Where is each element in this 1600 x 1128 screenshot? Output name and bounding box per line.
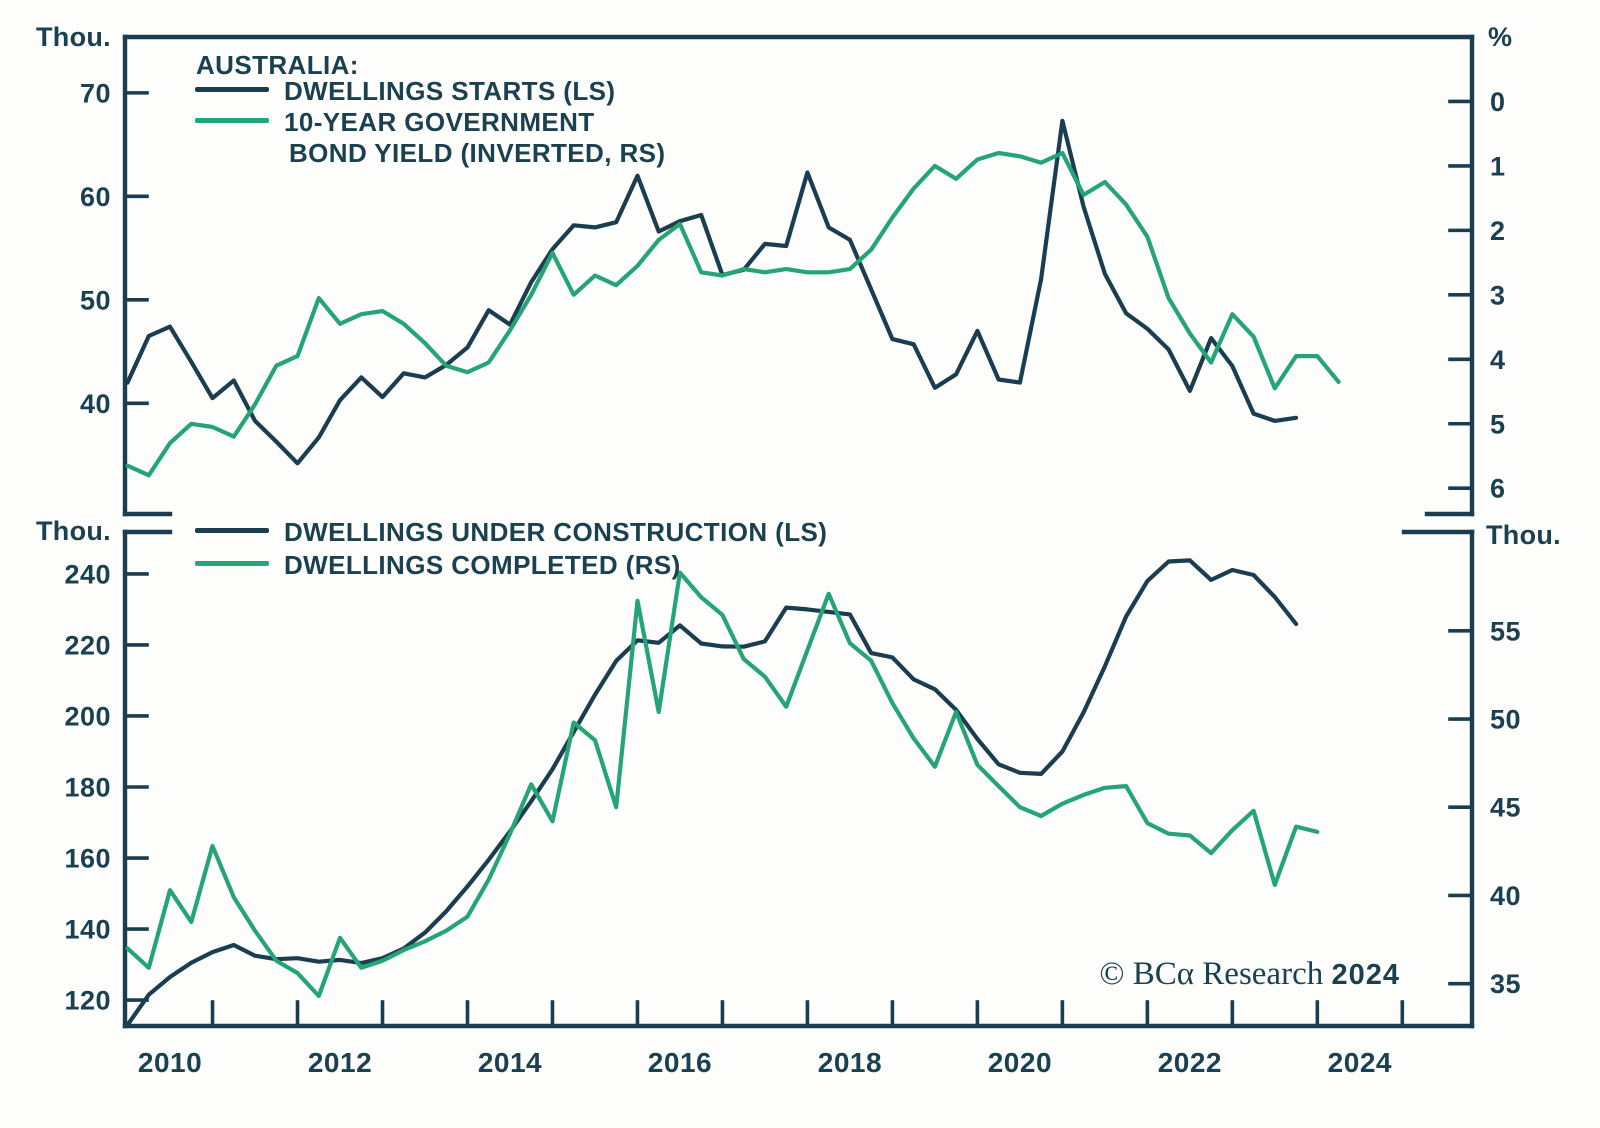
legend-label-dwelling-starts: DWELLINGS STARTS (LS) [284,76,616,106]
legend-item-under-construction: DWELLINGS UNDER CONSTRUCTION (LS) [195,517,827,548]
legend-item-completed: DWELLINGS COMPLETED (RS) [195,550,681,581]
y-tick-label-right: 35 [1490,969,1521,999]
y-tick-label-left: 220 [64,630,111,660]
copyright: © BCα Research 2024 [1099,956,1400,993]
top-right-axis-unit: % [1488,22,1513,52]
y-tick-label-left: 120 [64,986,111,1016]
y-tick-label-right: 3 [1490,280,1506,310]
y-tick-label-right: 45 [1490,793,1521,823]
y-tick-label-left: 180 [64,772,111,802]
series-line-green [125,570,1320,999]
y-tick-label-left: 240 [64,559,111,589]
legend-label-under-construction: DWELLINGS UNDER CONSTRUCTION (LS) [284,517,828,547]
x-tick-label: 2010 [138,1047,202,1078]
y-tick-label-left: 70 [80,78,111,108]
y-tick-label-right: 4 [1490,345,1506,375]
legend-top-title: AUSTRALIA: [196,50,359,80]
legend-label-completed: DWELLINGS COMPLETED (RS) [284,550,681,580]
dwelling-starts-swatch [195,87,269,92]
x-tick-label: 2020 [988,1047,1052,1078]
legend-label-bond-yield-line1: 10-YEAR GOVERNMENT [284,107,595,137]
top-left-axis-unit: Thou. [36,22,111,52]
y-tick-label-left: 160 [64,844,111,874]
under-construction-swatch [195,528,269,533]
completed-swatch [195,561,269,566]
bond-yield-swatch [195,118,269,123]
legend-item-bond-yield: 10-YEAR GOVERNMENT BOND YIELD (INVERTED, … [195,107,665,169]
bottom-left-axis-unit: Thou. [36,516,111,546]
y-tick-label-right: 40 [1490,881,1521,911]
copyright-year: 2024 [1331,959,1400,991]
y-tick-label-right: 55 [1490,616,1521,646]
x-tick-label: 2024 [1328,1047,1392,1078]
y-tick-label-right: 50 [1490,705,1521,735]
copyright-brand: © BCα Research [1099,956,1324,992]
y-tick-label-left: 50 [80,285,111,315]
y-tick-label-right: 0 [1490,87,1506,117]
legend-label-bond-yield: 10-YEAR GOVERNMENT BOND YIELD (INVERTED, … [284,107,665,169]
x-tick-label: 2016 [648,1047,712,1078]
x-tick-label: 2014 [478,1047,542,1078]
series-line-dark [125,558,1299,1027]
y-tick-label-left: 40 [80,389,111,419]
bottom-right-axis-unit: Thou. [1486,520,1561,550]
series-line-dark [125,118,1299,466]
y-tick-label-left: 60 [80,182,111,212]
legend-item-dwelling-starts: DWELLINGS STARTS (LS) [195,76,615,107]
y-tick-label-left: 200 [64,701,111,731]
y-tick-label-right: 5 [1490,409,1506,439]
y-tick-label-right: 1 [1490,151,1506,181]
y-tick-label-right: 2 [1490,216,1506,246]
series-line-green [125,150,1341,478]
x-tick-label: 2018 [818,1047,882,1078]
y-tick-label-right: 6 [1490,474,1506,504]
legend-label-bond-yield-line2: BOND YIELD (INVERTED, RS) [289,138,666,168]
x-tick-label: 2022 [1158,1047,1222,1078]
x-tick-label: 2012 [308,1047,372,1078]
y-tick-label-left: 140 [64,915,111,945]
